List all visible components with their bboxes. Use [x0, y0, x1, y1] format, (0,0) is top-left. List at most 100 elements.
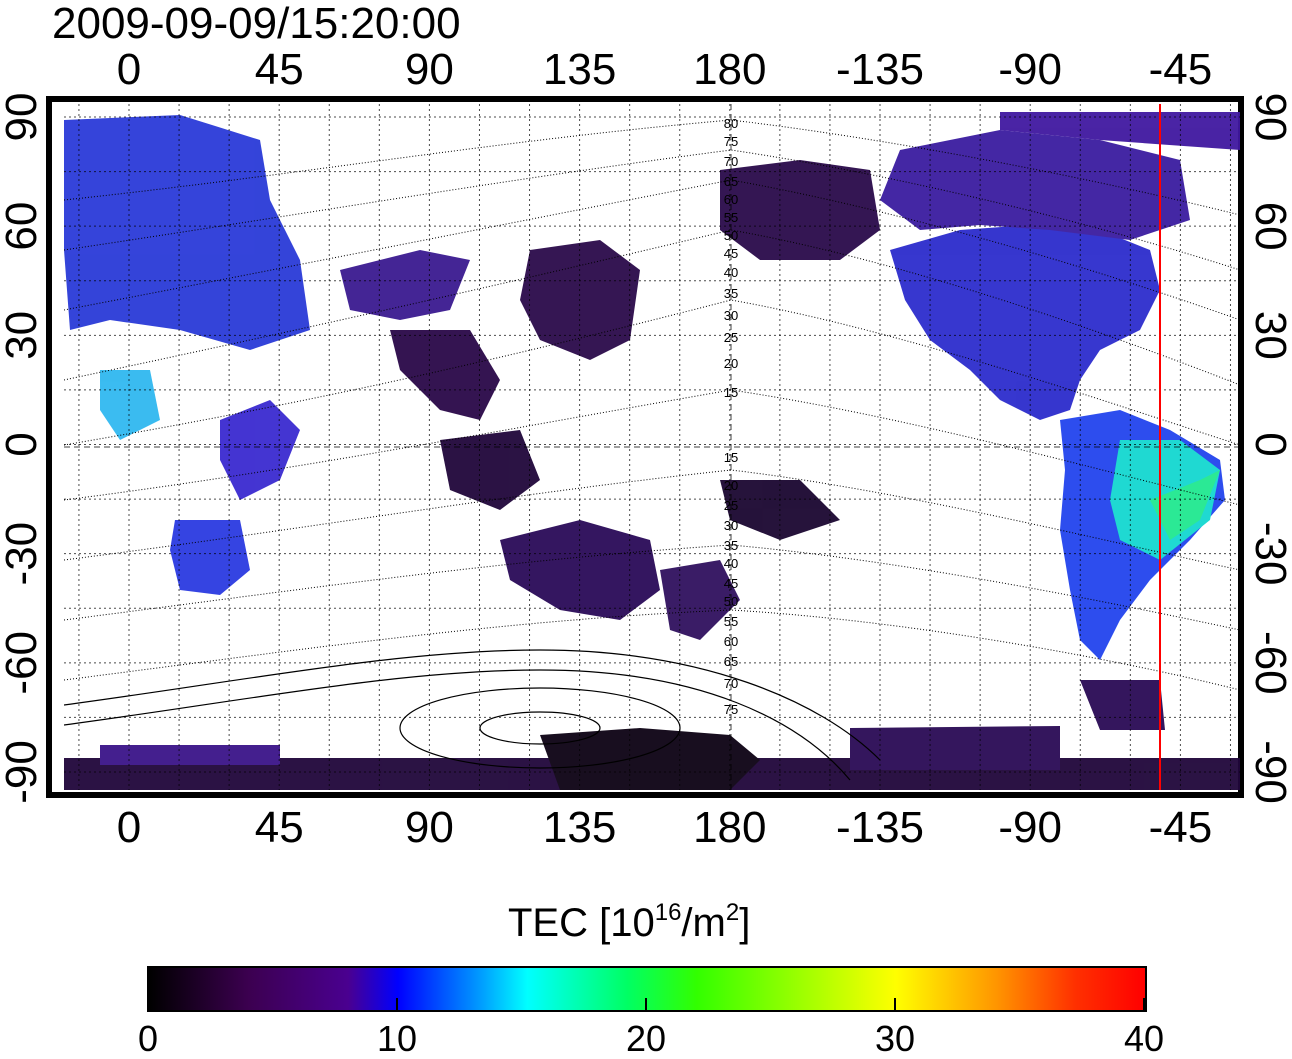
x-bottom-tick-label: 180: [693, 803, 766, 852]
tec-patch-antarctic-strip: [100, 745, 280, 765]
colorbar-title-end: ]: [739, 901, 751, 945]
contour-label: 25: [724, 498, 738, 513]
colorbar-tick-label: 10: [376, 1018, 418, 1059]
contour-labels-north: 80 75 70 65 60 55 50 45 40 35 30 25 20 15: [724, 116, 738, 400]
x-bottom-tick-label: 45: [255, 803, 304, 852]
contour-label: 70: [724, 676, 738, 691]
tec-patch-south-ocean: [1080, 680, 1165, 730]
tec-patch-se-asia: [440, 430, 540, 510]
colorbar-title-text: TEC [10: [508, 901, 655, 945]
contour-label: 60: [724, 192, 738, 207]
contour-label: 45: [724, 576, 738, 591]
x-bottom-tick-label: 90: [405, 803, 454, 852]
y-left-tick-label: -30: [0, 522, 46, 586]
tec-patch-west-africa: [100, 370, 160, 440]
tec-patch-south-africa: [170, 520, 250, 595]
colorbar-title-mid: /m: [681, 901, 726, 945]
x-axis-bottom-ticks: 0 45 90 135 180 -135 -90 -45: [117, 803, 1212, 852]
right-border-bar: [1238, 97, 1243, 797]
contour-label: 35: [724, 538, 738, 553]
contour-label: 30: [724, 518, 738, 533]
left-border-bar: [47, 97, 52, 797]
contour-label: 45: [724, 246, 738, 261]
contour-labels-south: 15 20 25 30 35 40 45 50 55 60 65 70 75: [724, 450, 738, 717]
y-right-tick-label: 60: [1246, 202, 1292, 251]
contour-label: 50: [724, 228, 738, 243]
colorbar-tick-label: 40: [1123, 1018, 1165, 1059]
colorbar: [147, 966, 1147, 1012]
colorbar-tick-mark: [147, 998, 149, 1010]
y-left-tick-label: 90: [0, 93, 46, 142]
colorbar-tick-mark: [894, 998, 896, 1010]
x-top-tick-label: 90: [405, 45, 454, 94]
contour-label: 50: [724, 594, 738, 609]
bottom-border-bar: [47, 792, 1243, 797]
contour-label: 20: [724, 356, 738, 371]
y-left-tick-label: 30: [0, 311, 46, 360]
x-bottom-tick-label: 135: [543, 803, 616, 852]
contour-label: 30: [724, 308, 738, 323]
tec-patch-central-asia: [340, 250, 470, 320]
y-right-tick-label: 30: [1246, 311, 1292, 360]
colorbar-tick-mark: [645, 998, 647, 1010]
x-top-tick-label: -45: [1149, 45, 1213, 94]
x-top-tick-label: -90: [998, 45, 1062, 94]
y-axis-right-ticks: 90 60 30 0 -30 -60 -90: [1246, 93, 1292, 804]
y-left-tick-label: -90: [0, 740, 46, 804]
y-right-tick-label: 0: [1246, 432, 1292, 456]
x-top-tick-label: -135: [836, 45, 924, 94]
y-left-tick-label: 0: [0, 432, 46, 456]
contour-label: 55: [724, 210, 738, 225]
x-bottom-tick-label: -45: [1149, 803, 1213, 852]
x-top-tick-label: 45: [255, 45, 304, 94]
top-border-bar: [47, 97, 1243, 102]
y-right-tick-label: -90: [1246, 740, 1292, 804]
tec-patch-antarctic-center: [540, 728, 760, 790]
y-right-tick-label: -30: [1246, 522, 1292, 586]
tec-patch-north-america: [890, 225, 1160, 420]
colorbar-tick-mark: [396, 998, 398, 1010]
contour-label: 40: [724, 556, 738, 571]
colorbar-tick-mark: [1143, 998, 1145, 1010]
contour-label: 35: [724, 286, 738, 301]
timestamp-title: 2009-09-09/15:20:00: [52, 0, 461, 48]
colorbar-tick-label: 20: [625, 1018, 667, 1059]
x-top-tick-label: 135: [543, 45, 616, 94]
x-top-tick-label: 0: [117, 45, 141, 94]
contour-label: 80: [724, 116, 738, 131]
y-left-tick-label: -60: [0, 631, 46, 695]
tec-patch-europe: [64, 115, 310, 350]
contour-label: 20: [724, 478, 738, 493]
tec-patch-india: [390, 330, 500, 420]
x-bottom-tick-label: 0: [117, 803, 141, 852]
contour-label: 55: [724, 614, 738, 629]
contour-label: 40: [724, 265, 738, 280]
contour-label: 15: [724, 385, 738, 400]
colorbar-title-exp: 16: [654, 899, 682, 926]
tec-patch-antarctic-east: [850, 726, 1060, 770]
y-right-tick-label: 90: [1246, 93, 1292, 142]
x-bottom-tick-label: -90: [998, 803, 1062, 852]
contour-label: 25: [724, 330, 738, 345]
south-magnetic-contours: [64, 649, 881, 781]
contour-label: 15: [724, 450, 738, 465]
y-right-tick-label: -60: [1246, 631, 1292, 695]
contour-label: 65: [724, 654, 738, 669]
x-axis-top-ticks: 0 45 90 135 180 -135 -90 -45: [117, 45, 1212, 94]
contour-label: 75: [724, 134, 738, 149]
colorbar-title-exp2: 2: [725, 899, 740, 926]
x-top-tick-label: 180: [693, 45, 766, 94]
x-bottom-tick-label: -135: [836, 803, 924, 852]
colorbar-title: TEC [1016/m2]: [508, 900, 750, 946]
tec-patch-canada: [880, 130, 1190, 240]
colorbar-tick-label: 0: [137, 1018, 159, 1059]
grid-dotted: [64, 104, 1240, 790]
magnetic-contours: [64, 119, 1240, 691]
contour-label: 70: [724, 154, 738, 169]
contour-label: 75: [724, 702, 738, 717]
y-left-tick-label: 60: [0, 202, 46, 251]
contour-label: 60: [724, 634, 738, 649]
grid-lines: [64, 104, 1240, 790]
colorbar-tick-label: 30: [874, 1018, 916, 1059]
